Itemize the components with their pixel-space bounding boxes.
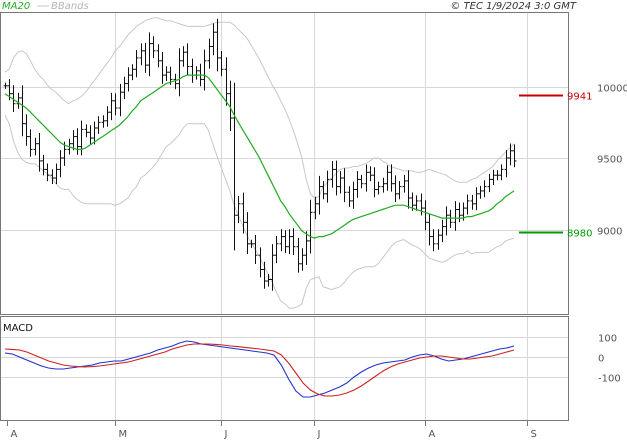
- price-y-tick-label: 9500: [597, 155, 622, 166]
- macd-y-tick-label: -100: [598, 374, 621, 385]
- macd-line: [4, 340, 515, 398]
- macd-y-tick-label: 0: [598, 354, 604, 365]
- ma20-line: [4, 74, 515, 239]
- bband-upper-line: [4, 17, 515, 199]
- resistance-level-label: 9941: [567, 92, 592, 103]
- macd-y-tick-label: 100: [598, 334, 617, 345]
- macd-panel-frame: [0, 316, 569, 421]
- ma20-legend: MA20: [2, 1, 30, 12]
- price-y-tick-label: 9000: [597, 227, 622, 238]
- support-level-label: 8980: [567, 229, 592, 240]
- bbands-legend: BBands: [51, 1, 89, 12]
- levels-layer: 9941 8980: [519, 92, 592, 240]
- x-tick-label: A: [429, 429, 436, 440]
- grid-layer: [1, 13, 568, 426]
- bbands-layer: [4, 17, 515, 309]
- labels-layer: 9000 9500 10000 100 0 -100 A M J J A S: [11, 84, 627, 440]
- price-y-tick-label: 10000: [597, 84, 627, 95]
- macd-title: MACD: [3, 323, 33, 334]
- x-tick-label: A: [11, 429, 18, 440]
- ma20-layer: [4, 74, 515, 239]
- source-stamp: © TEC 1/9/2024 3:0 GMT: [450, 1, 577, 12]
- macd-signal-line: [4, 343, 515, 397]
- x-tick-label: M: [119, 429, 128, 440]
- price-bars-layer: [3, 18, 517, 291]
- x-tick-label: S: [531, 429, 537, 440]
- x-tick-label: J: [224, 429, 228, 440]
- price-panel-frame: [0, 12, 569, 315]
- x-tick-label: J: [317, 429, 321, 440]
- macd-layer: [4, 340, 515, 398]
- bband-lower-line: [4, 114, 515, 309]
